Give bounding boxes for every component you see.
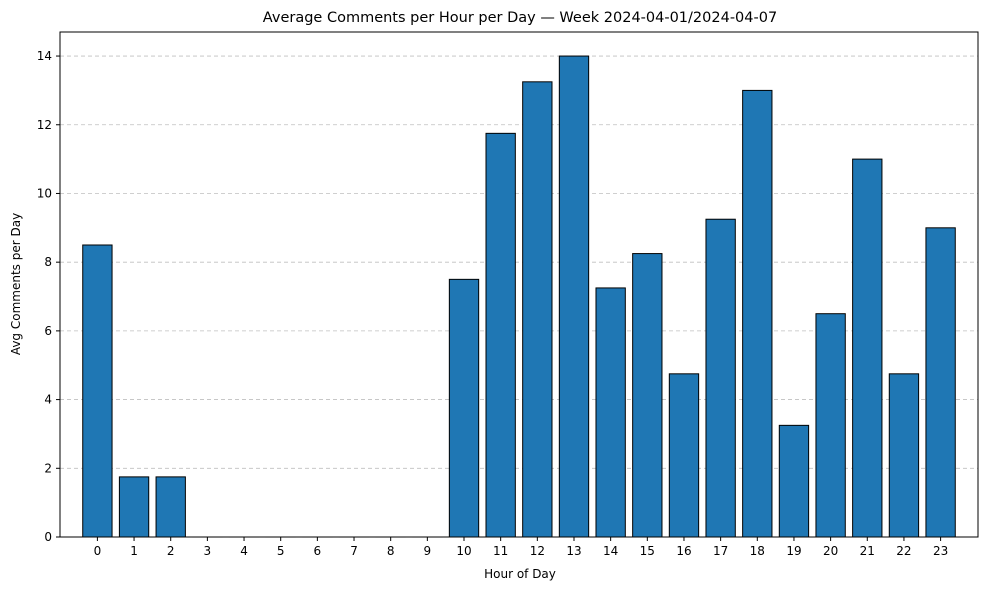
x-tick-label: 11 — [493, 544, 508, 558]
bar-hour-0 — [82, 244, 113, 538]
bar-hour-20 — [815, 313, 846, 538]
x-tick-label: 14 — [603, 544, 618, 558]
y-tick-label: 8 — [44, 255, 52, 269]
y-tick-label: 2 — [44, 461, 52, 475]
y-axis-label: Avg Comments per Day — [9, 213, 23, 355]
plot-frame — [59, 31, 979, 538]
x-tick-label: 9 — [424, 544, 432, 558]
bar-hour-2 — [155, 476, 186, 538]
x-tick-label: 16 — [676, 544, 691, 558]
bar-hour-14 — [595, 287, 626, 538]
y-tick-label: 4 — [44, 393, 52, 407]
x-axis-ticks: 0 1 2 3 4 5 6 7 8 9 10 11 12 13 14 15 16 17 18 19 20 21 22 23 — [94, 537, 948, 558]
x-tick-label: 2 — [167, 544, 175, 558]
x-tick-label: 6 — [314, 544, 322, 558]
chart-title: Average Comments per Hour per Day — Week… — [263, 10, 777, 26]
x-tick-label: 10 — [456, 544, 471, 558]
y-tick-label: 12 — [37, 118, 52, 132]
bar-hour-19 — [778, 424, 810, 538]
y-axis-ticks: 0 2 4 6 8 10 12 14 — [37, 49, 60, 544]
bar-hour-21 — [852, 158, 883, 538]
x-tick-label: 23 — [933, 544, 948, 558]
x-tick-label: 15 — [640, 544, 655, 558]
bar-hour-11 — [485, 132, 516, 538]
x-tick-label: 21 — [860, 544, 875, 558]
x-tick-label: 19 — [786, 544, 801, 558]
y-tick-label: 6 — [44, 324, 52, 338]
bar-hour-22 — [888, 373, 920, 538]
x-tick-label: 4 — [240, 544, 248, 558]
x-tick-label: 1 — [130, 544, 138, 558]
y-tick-label: 14 — [37, 49, 52, 63]
x-tick-label: 18 — [750, 544, 765, 558]
bars — [82, 55, 956, 538]
x-tick-label: 22 — [896, 544, 911, 558]
x-tick-label: 8 — [387, 544, 395, 558]
bar-hour-17 — [705, 218, 736, 538]
bar-hour-13 — [558, 55, 590, 538]
bar-hour-1 — [118, 476, 150, 538]
x-tick-label: 17 — [713, 544, 728, 558]
x-tick-label: 12 — [530, 544, 545, 558]
bar-hour-16 — [668, 373, 700, 538]
x-tick-label: 7 — [350, 544, 358, 558]
x-tick-label: 5 — [277, 544, 285, 558]
y-tick-label: 0 — [44, 530, 52, 544]
x-tick-label: 0 — [94, 544, 102, 558]
x-axis-label: Hour of Day — [484, 567, 556, 581]
bar-hour-12 — [522, 81, 553, 538]
x-tick-label: 20 — [823, 544, 838, 558]
y-tick-label: 10 — [37, 186, 52, 200]
x-tick-label: 3 — [204, 544, 212, 558]
bar-hour-10 — [448, 278, 480, 538]
bar-hour-23 — [925, 227, 956, 538]
bar-hour-18 — [742, 89, 773, 538]
bar-hour-15 — [632, 253, 663, 538]
x-tick-label: 13 — [566, 544, 581, 558]
